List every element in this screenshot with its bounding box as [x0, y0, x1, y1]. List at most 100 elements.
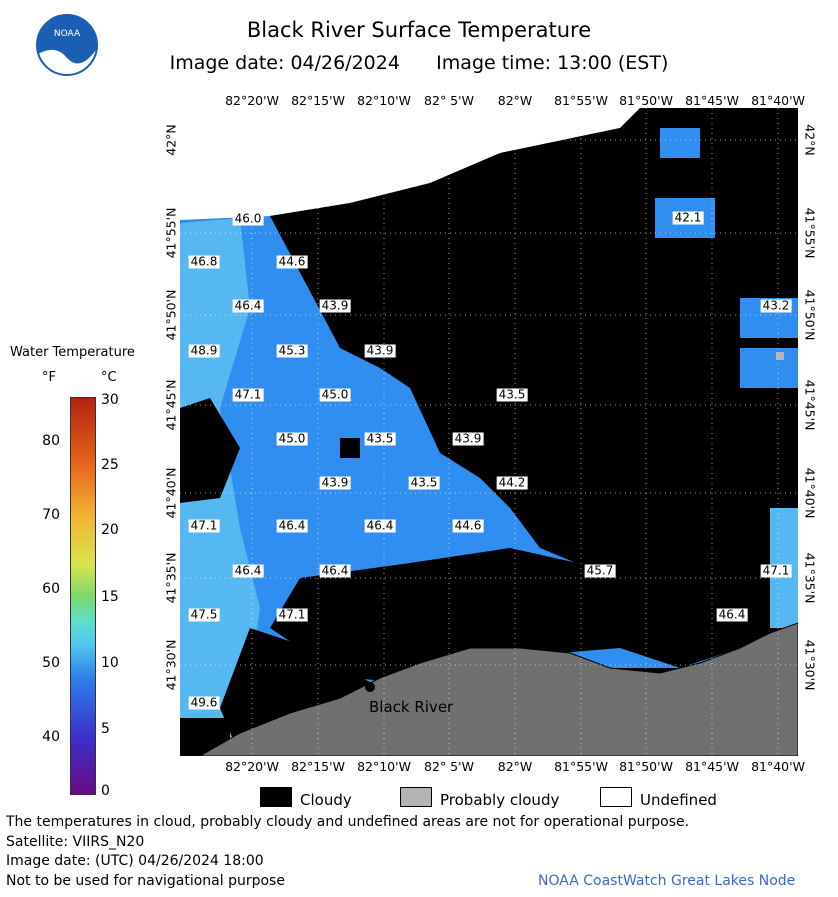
color-scale-bar [70, 397, 96, 795]
black-river-label: Black River [369, 698, 454, 716]
temperature-map: 46.0 46.8 44.6 46.4 43.9 48.9 45.3 43.9 … [180, 108, 798, 756]
temp-label: 44.2 [496, 475, 528, 490]
scale-title: Water Temperature [10, 345, 135, 360]
page-title: Black River Surface Temperature [246, 18, 592, 42]
lon-label-top: 82°15'W [291, 93, 345, 108]
lat-label-left: 41°45'N [163, 379, 179, 431]
temp-label: 46.8 [188, 254, 220, 269]
lon-label-top: 82°10'W [357, 93, 411, 108]
legend-probably-cloudy-swatch [400, 787, 432, 807]
lat-label-right: 41°55'N [802, 207, 818, 259]
legend-undefined-swatch [600, 787, 632, 807]
celsius-tick: 10 [101, 655, 119, 671]
celsius-tick: 5 [101, 721, 110, 737]
temp-label: 46.4 [232, 298, 264, 313]
temp-label: 45.0 [319, 387, 351, 402]
temp-label: 46.4 [232, 563, 264, 578]
temp-label: 43.9 [319, 475, 351, 490]
temp-label: 46.4 [319, 563, 351, 578]
probably-cloudy-pixel [776, 352, 784, 360]
lon-label-top: 81°40'W [751, 93, 805, 108]
temp-label: 47.1 [276, 607, 308, 622]
temp-label: 43.5 [364, 431, 396, 446]
temp-label: 42.1 [672, 210, 704, 225]
lon-label-top: 81°50'W [619, 93, 673, 108]
lon-label-bottom: 82° 5'W [424, 759, 474, 774]
credit-text: NOAA CoastWatch Great Lakes Node [538, 873, 796, 889]
temp-label: 44.6 [452, 518, 484, 533]
image-date-time: Image date: 04/26/2024 Image time: 13:00… [169, 52, 669, 74]
noaa-logo: NOAA [36, 14, 98, 76]
temp-label: 43.5 [408, 475, 440, 490]
unit-fahrenheit: °F [42, 370, 56, 385]
temp-label: 46.0 [232, 211, 264, 226]
lon-label-top: 81°45'W [685, 93, 739, 108]
fahrenheit-tick: 50 [42, 655, 60, 671]
temp-label: 45.7 [584, 563, 616, 578]
temp-label: 47.5 [188, 607, 220, 622]
legend-undefined-label: Undefined [640, 791, 717, 809]
fahrenheit-tick: 40 [42, 729, 60, 745]
temp-label: 45.3 [276, 343, 308, 358]
lon-label-bottom: 81°55'W [554, 759, 608, 774]
lat-label-right: 41°50'N [802, 289, 818, 341]
temp-label: 47.1 [188, 518, 220, 533]
temp-label: 47.1 [760, 563, 792, 578]
lat-label-left: 41°30'N [163, 639, 179, 691]
lon-label-bottom: 82°20'W [225, 759, 279, 774]
lat-label-left: 41°55'N [163, 207, 179, 259]
lat-label-left: 42°N [163, 124, 179, 156]
logo-text: NOAA [54, 29, 81, 39]
temp-label: 48.9 [188, 343, 220, 358]
fahrenheit-tick: 60 [42, 581, 60, 597]
legend-cloudy-swatch [260, 787, 292, 807]
lon-label-top: 82°20'W [225, 93, 279, 108]
lon-label-bottom: 81°45'W [685, 759, 739, 774]
cloud-patch [430, 398, 444, 412]
black-river-marker [365, 682, 375, 692]
temp-label: 43.9 [364, 343, 396, 358]
lat-label-left: 41°50'N [163, 289, 179, 341]
temp-label: 44.6 [276, 254, 308, 269]
temp-label: 45.0 [276, 431, 308, 446]
water-patch-ne [740, 348, 798, 388]
celsius-tick: 0 [101, 783, 110, 799]
satellite-text: Satellite: VIIRS_N20 [6, 834, 145, 850]
graticule [180, 108, 798, 756]
temp-label: 49.6 [188, 695, 220, 710]
cloud-patch [420, 373, 434, 387]
cloud-patch [340, 438, 360, 458]
temp-label: 43.5 [496, 387, 528, 402]
navigation-warning: Not to be used for navigational purpose [6, 873, 285, 889]
lon-label-bottom: 81°50'W [619, 759, 673, 774]
water-patch-ne [660, 128, 700, 158]
map-canvas [180, 108, 798, 756]
legend-probably-cloudy-label: Probably cloudy [440, 791, 560, 809]
temp-label: 47.1 [232, 387, 264, 402]
lon-label-top: 82°W [497, 93, 533, 108]
fahrenheit-tick: 80 [42, 433, 60, 449]
unit-celsius: °C [101, 370, 117, 385]
lon-label-top: 82° 5'W [424, 93, 474, 108]
lon-label-bottom: 82°10'W [357, 759, 411, 774]
land-ohio [198, 622, 798, 756]
lat-label-left: 41°40'N [163, 467, 179, 519]
cloud-south [270, 548, 798, 683]
celsius-tick: 20 [101, 522, 119, 538]
temp-label: 43.2 [760, 298, 792, 313]
undefined-area [180, 108, 640, 220]
fahrenheit-tick: 70 [42, 507, 60, 523]
temp-label: 43.9 [452, 431, 484, 446]
temp-label: 46.4 [364, 518, 396, 533]
lat-label-right: 41°35'N [802, 552, 818, 604]
temp-label: 43.9 [319, 298, 351, 313]
lon-label-bottom: 82°W [497, 759, 533, 774]
celsius-tick: 25 [101, 457, 119, 473]
cloud-main [270, 108, 798, 633]
lat-label-right: 41°40'N [802, 467, 818, 519]
legend-cloudy-label: Cloudy [300, 791, 352, 809]
cloud-west [180, 398, 240, 503]
temp-label: 46.4 [276, 518, 308, 533]
utc-date-text: Image date: (UTC) 04/26/2024 18:00 [6, 853, 264, 869]
disclaimer-text: The temperatures in cloud, probably clou… [6, 814, 690, 830]
